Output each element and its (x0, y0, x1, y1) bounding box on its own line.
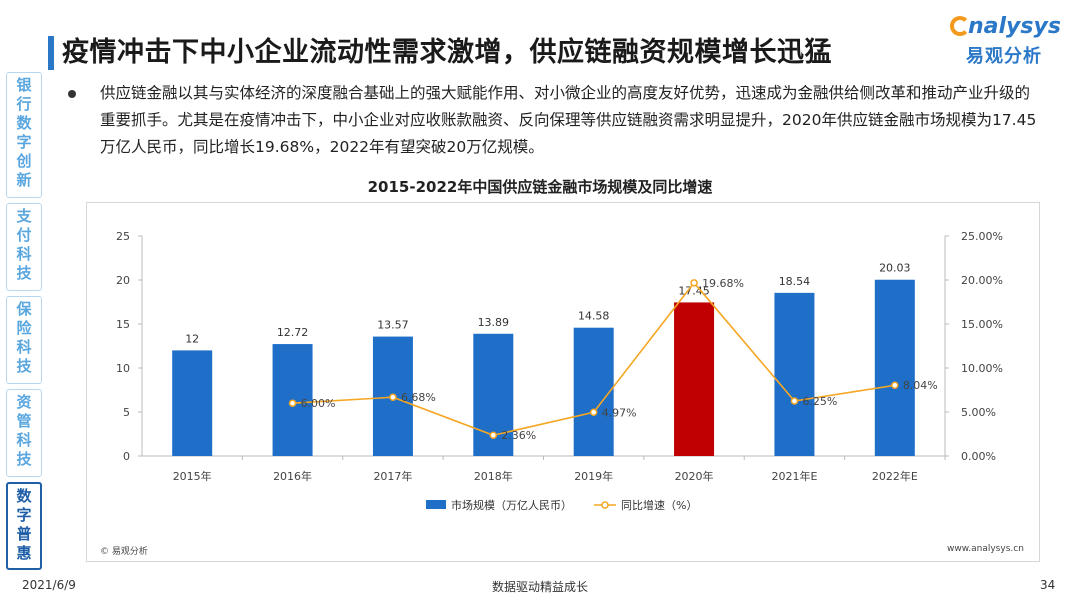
growth-point (489, 431, 498, 439)
bar (774, 292, 815, 456)
sidebar-item-4[interactable]: 资管科技 (6, 389, 42, 477)
y-left-tick-label: 15 (116, 318, 130, 331)
footer-slogan: 数据驱动精益成长 (491, 580, 588, 594)
x-tick-label: 2020年 (675, 469, 714, 483)
bar (172, 350, 213, 456)
x-tick-label: 2019年 (574, 469, 613, 483)
growth-point (389, 393, 397, 401)
legend-line-marker (601, 501, 609, 509)
bar-value-label: 14.58 (578, 310, 610, 323)
bar-value-label: 13.89 (478, 316, 510, 329)
growth-value-label: 8.04% (903, 379, 938, 392)
x-tick-label: 2021年E (771, 469, 817, 483)
legend-bar-label: 市场规模（万亿人民币） (451, 498, 572, 512)
growth-point (690, 279, 698, 287)
logo-text-cn: 易观分析 (966, 46, 1042, 67)
bar (874, 279, 915, 456)
sidebar-item-3[interactable]: 保险科技 (6, 296, 42, 384)
source-credit: © 易观分析 (100, 547, 148, 557)
bar (674, 302, 715, 456)
y-right-tick-label: 15.00% (961, 318, 1003, 331)
y-left-tick-label: 20 (116, 274, 130, 287)
y-left-tick-label: 5 (123, 406, 130, 419)
sidebar-item-2[interactable]: 支付科技 (6, 203, 42, 291)
bullet-icon (68, 90, 76, 98)
growth-point (891, 381, 899, 389)
bar-value-label: 20.03 (879, 262, 911, 275)
chart-title: 2015-2022年中国供应链金融市场规模及同比增速 (367, 178, 713, 196)
logo-text-en: nalysys (968, 14, 1061, 39)
x-tick-label: 2015年 (173, 469, 212, 483)
bar (573, 327, 614, 456)
growth-value-label: 19.68% (702, 277, 744, 290)
y-left-tick-label: 25 (116, 230, 130, 243)
bar-value-label: 12.72 (277, 326, 309, 339)
y-right-tick-label: 20.00% (961, 274, 1003, 287)
source-url: www.analysys.cn (947, 544, 1024, 554)
growth-point (288, 399, 297, 407)
growth-value-label: 6.00% (301, 397, 336, 410)
y-left-tick-label: 0 (123, 450, 130, 463)
bar-value-label: 18.54 (779, 275, 811, 288)
page-title: 疫情冲击下中小企业流动性需求激增，供应链融资规模增长迅猛 (62, 37, 832, 68)
legend-line-label: 同比增速（%） (621, 498, 697, 512)
y-right-tick-label: 5.00% (961, 406, 996, 419)
x-tick-label: 2017年 (373, 469, 412, 483)
growth-value-label: 6.68% (401, 391, 436, 404)
page-number: 34 (1040, 578, 1056, 592)
summary-paragraph: 供应链金融以其与实体经济的深度融合基础上的强大赋能作用、对小微企业的高度友好优势… (100, 84, 1037, 156)
x-tick-label: 2018年 (474, 469, 513, 483)
y-right-tick-label: 10.00% (961, 362, 1003, 375)
growth-value-label: 6.25% (802, 395, 837, 408)
x-tick-label: 2016年 (273, 469, 312, 483)
growth-value-label: 4.97% (602, 406, 637, 419)
legend-bar-swatch (426, 500, 446, 509)
sidebar-item-5[interactable]: 数字普惠 (6, 482, 42, 570)
analysys-logo: nalysys 易观分析 (950, 14, 1061, 70)
bar-value-label: 12 (185, 332, 199, 345)
title-accent-bar (48, 36, 54, 70)
growth-value-label: 2.36% (501, 429, 536, 442)
sidebar-item-1[interactable]: 银行数字创新 (6, 72, 42, 198)
y-left-tick-label: 10 (116, 362, 130, 375)
growth-point (589, 408, 598, 417)
x-tick-label: 2022年E (872, 469, 918, 483)
footer-date: 2021/6/9 (22, 578, 76, 592)
y-right-tick-label: 0.00% (961, 450, 996, 463)
growth-point (790, 397, 799, 405)
logo-swirl-icon (950, 16, 970, 36)
chart-frame (86, 202, 1040, 562)
bar-value-label: 13.57 (377, 319, 409, 332)
y-right-tick-label: 25.00% (961, 230, 1003, 243)
